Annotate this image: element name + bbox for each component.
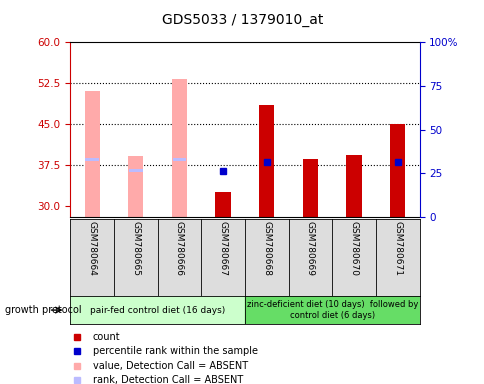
Text: count: count [93,332,121,342]
Text: GSM780671: GSM780671 [393,221,401,276]
Text: GSM780665: GSM780665 [131,221,140,276]
Text: GDS5033 / 1379010_at: GDS5033 / 1379010_at [162,13,322,27]
Bar [70,296,244,324]
Text: GSM780667: GSM780667 [218,221,227,276]
Bar [84,91,100,217]
Bar [302,159,318,217]
Text: GSM780666: GSM780666 [175,221,183,276]
Text: growth protocol: growth protocol [5,305,81,315]
Bar [389,124,405,217]
Text: rank, Detection Call = ABSENT: rank, Detection Call = ABSENT [93,375,243,384]
Bar [244,296,419,324]
Text: pair-fed control diet (16 days): pair-fed control diet (16 days) [90,306,225,314]
Text: GSM780670: GSM780670 [349,221,358,276]
Text: GSM780669: GSM780669 [305,221,314,276]
Bar [128,156,143,217]
Bar [215,192,230,217]
Text: percentile rank within the sample: percentile rank within the sample [93,346,257,356]
Bar [346,155,361,217]
Text: zinc-deficient diet (10 days)  followed by
control diet (6 days): zinc-deficient diet (10 days) followed b… [246,300,417,320]
Bar [258,105,274,217]
Bar [129,169,142,172]
Text: GSM780664: GSM780664 [88,221,96,276]
Bar [172,158,186,161]
Text: value, Detection Call = ABSENT: value, Detection Call = ABSENT [93,361,248,371]
Text: GSM780668: GSM780668 [262,221,271,276]
Bar [85,158,99,161]
Bar [171,79,187,217]
